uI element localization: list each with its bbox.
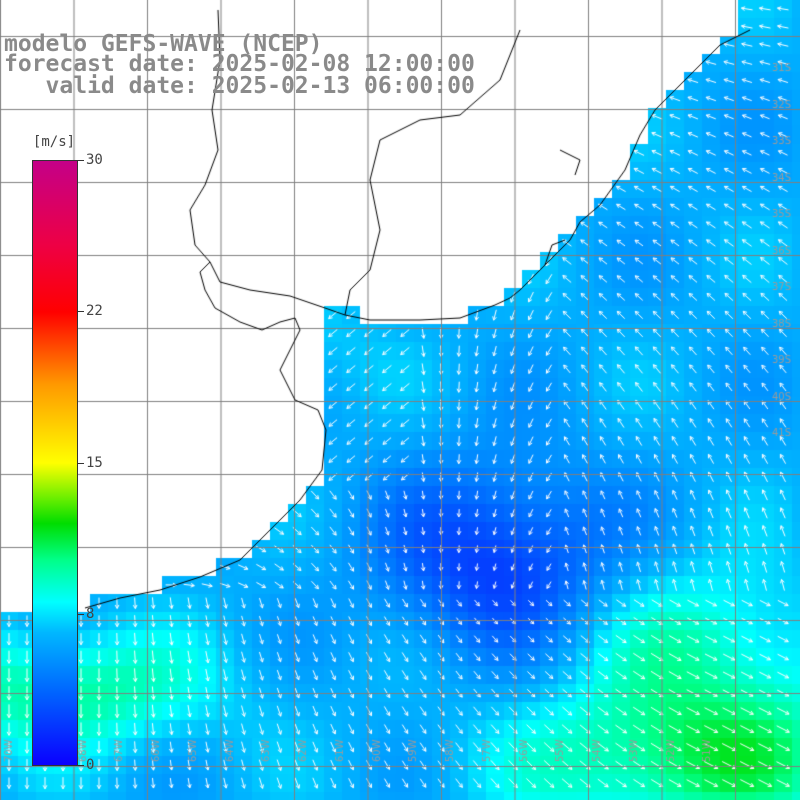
colorbar-tick-label: 8 [86, 606, 95, 622]
colorbar-tick-label: 0 [86, 757, 95, 773]
forecast-date: forecast date: 2025-02-08 12:00:00 [4, 51, 475, 77]
colorbar-tick-mark [78, 765, 84, 766]
model-title: modelo GEFS-WAVE (NCEP) [4, 31, 323, 57]
colorbar-unit-label: [m/s] [32, 134, 76, 150]
colorbar-tick-label: 30 [86, 152, 103, 168]
colorbar-tick-mark [78, 311, 84, 312]
colorbar-tick-label: 15 [86, 455, 103, 471]
colorbar-tick-mark [78, 463, 84, 464]
colorbar-tick-mark [78, 160, 84, 161]
colorbar-tick-label: 22 [86, 303, 103, 319]
colorbar-ramp [32, 160, 78, 766]
colorbar-tick-mark [78, 614, 84, 615]
valid-date: valid date: 2025-02-13 06:00:00 [4, 73, 475, 99]
